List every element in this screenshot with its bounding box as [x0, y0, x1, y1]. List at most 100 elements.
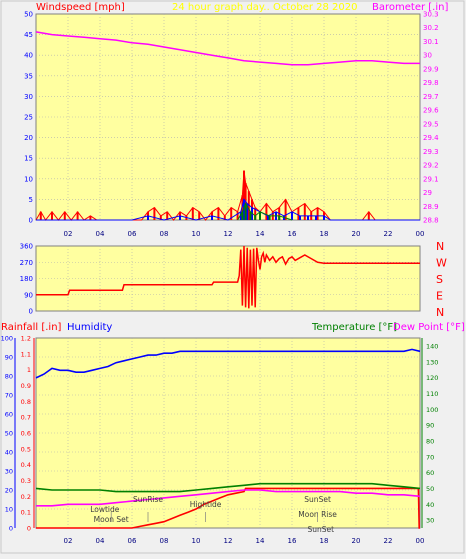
direction-y-tick-label: 0	[29, 308, 33, 316]
temperature-y-tick-label: 140	[426, 342, 438, 350]
wind-y-tick-label: 0	[29, 217, 33, 225]
wind-x-tick-label: 12	[224, 230, 233, 238]
wind-y-tick-label: 50	[24, 11, 33, 19]
temperature-y-tick-label: 70	[426, 453, 434, 461]
direction-y-tick-label: 180	[20, 275, 33, 283]
rainfall-title: Rainfall [.in]	[1, 322, 62, 333]
humidity-y-tick-label: 60	[5, 411, 13, 419]
wind-y-tick-label: 30	[24, 93, 33, 101]
rainfall-y-tick-label: 0.7	[21, 414, 31, 422]
rain-x-tick-label: 00	[416, 537, 425, 545]
temperature-line	[35, 482, 421, 493]
rain-x-tick-label: 08	[160, 537, 169, 545]
humidity-y-tick-label: 50	[5, 430, 13, 438]
wind-x-tick-label: 02	[64, 230, 73, 238]
wind-y-tick-label: 25	[24, 114, 33, 122]
rain-x-tick-label: 06	[128, 537, 137, 545]
barometer-y-tick-label: 30.3	[423, 11, 439, 19]
wind-x-tick-label: 22	[384, 230, 393, 238]
rain-x-tick-label: 14	[256, 537, 265, 545]
wind_average-line	[36, 198, 420, 221]
windspeed-title: Windspeed [mph]	[36, 2, 125, 13]
wind-x-tick-label: 10	[192, 230, 201, 238]
humidity-y-tick-label: 70	[5, 392, 13, 400]
direction-y-tick-label: 360	[20, 243, 33, 251]
compass-label: E	[436, 290, 443, 303]
rain-x-tick-label: 22	[384, 537, 393, 545]
rain-x-tick-label: 04	[96, 537, 105, 545]
temperature-y-tick-label: 110	[426, 390, 438, 398]
temperature-y-tick-label: 30	[426, 517, 434, 525]
wind-x-tick-label: 04	[96, 230, 105, 238]
humidity-y-tick-label: 100	[1, 335, 13, 343]
rain-x-tick-label: 18	[320, 537, 329, 545]
rain-x-tick-label: 10	[192, 537, 201, 545]
wind-y-tick-label: 40	[24, 52, 33, 60]
temperature-title: Temperature [°F]	[311, 322, 397, 333]
barometer-y-tick-label: 29.8	[423, 79, 439, 87]
barometer-y-tick-label: 29.2	[423, 162, 439, 170]
rain-x-tick-label: 16	[288, 537, 297, 545]
direction-y-tick-label: 270	[20, 259, 33, 267]
humidity-line	[35, 348, 421, 379]
barometer-y-tick-label: 29	[423, 189, 432, 197]
barometer-y-tick-label: 28.8	[423, 217, 439, 225]
barometer-y-tick-label: 30	[423, 52, 432, 60]
wind-y-tick-label: 45	[24, 31, 33, 39]
temperature-y-tick-label: 100	[426, 406, 438, 414]
temperature-y-tick-label: 120	[426, 374, 438, 382]
barometer-line	[35, 31, 420, 66]
event-annotation: Lowtide	[90, 505, 120, 514]
rainfall-y-tick-label: 0.9	[21, 382, 31, 390]
compass-label: W	[436, 257, 447, 270]
barometer-y-tick-label: 28.9	[423, 203, 439, 211]
event-annotation: SunSet	[308, 525, 335, 534]
rainfall-y-tick-label: 1	[27, 366, 31, 374]
event-annotation: SunRise	[133, 495, 163, 504]
event-annotation: Hightide	[190, 500, 222, 509]
rainfall-y-tick-label: 0.2	[21, 493, 31, 501]
humidity-y-tick-label: 80	[5, 373, 13, 381]
rainfall-y-tick-label: 0.4	[21, 461, 31, 469]
wind-y-tick-label: 15	[24, 155, 33, 163]
barometer-y-tick-label: 29.7	[423, 93, 439, 101]
graph-title: 24 hour graph day.. October 28 2020	[172, 2, 358, 13]
barometer-y-tick-label: 29.1	[423, 175, 439, 183]
wind-x-tick-label: 06	[128, 230, 137, 238]
humidity-y-tick-label: 90	[5, 354, 13, 362]
wind-y-tick-label: 5	[29, 196, 33, 204]
compass-label: S	[436, 273, 443, 286]
wind-x-tick-label: 00	[416, 230, 425, 238]
rain-temperature-panel: 010203040506070809010000.10.20.30.40.50.…	[1, 335, 439, 546]
barometer-y-tick-label: 29.4	[423, 134, 439, 142]
rain-x-tick-label: 20	[352, 537, 361, 545]
barometer-y-tick-label: 29.3	[423, 148, 439, 156]
barometer-y-tick-label: 29.5	[423, 120, 439, 128]
wind-direction-line	[36, 245, 420, 309]
rainfall-y-tick-label: 1.1	[21, 350, 31, 358]
barometer-title: Barometer [.in]	[372, 2, 448, 13]
temperature-y-tick-label: 80	[426, 437, 434, 445]
rainfall-y-tick-label: 0.5	[21, 445, 31, 453]
wind-x-tick-label: 08	[160, 230, 169, 238]
temperature-y-tick-label: 40	[426, 501, 434, 509]
humidity-y-tick-label: 30	[5, 468, 13, 476]
barometer-y-tick-label: 29.6	[423, 107, 439, 115]
temperature-y-tick-label: 90	[426, 422, 434, 430]
rainfall-y-tick-label: 0	[27, 525, 31, 533]
humidity-title: Humidity	[67, 322, 112, 333]
humidity-y-tick-label: 20	[5, 487, 13, 495]
temperature-y-tick-label: 50	[426, 485, 434, 493]
humidity-y-tick-label: 40	[5, 449, 13, 457]
wind-y-tick-label: 35	[24, 72, 33, 80]
rain-x-tick-label: 12	[224, 537, 233, 545]
wind-x-tick-label: 18	[320, 230, 329, 238]
wind-barometer-panel: 0 5 10 15 20 25 30 35 40 45 50 28.8 28.9 29 29.1 29.2 29…	[24, 11, 439, 239]
rainfall-y-tick-label: 0.1	[21, 509, 31, 517]
barometer-y-tick-label: 29.9	[423, 65, 439, 73]
wind-x-tick-label: 16	[288, 230, 297, 238]
wind-x-tick-label: 14	[256, 230, 265, 238]
rainfall-y-tick-label: 1.2	[21, 335, 31, 343]
dewpoint-title: Dew Point [°F]	[393, 322, 465, 333]
